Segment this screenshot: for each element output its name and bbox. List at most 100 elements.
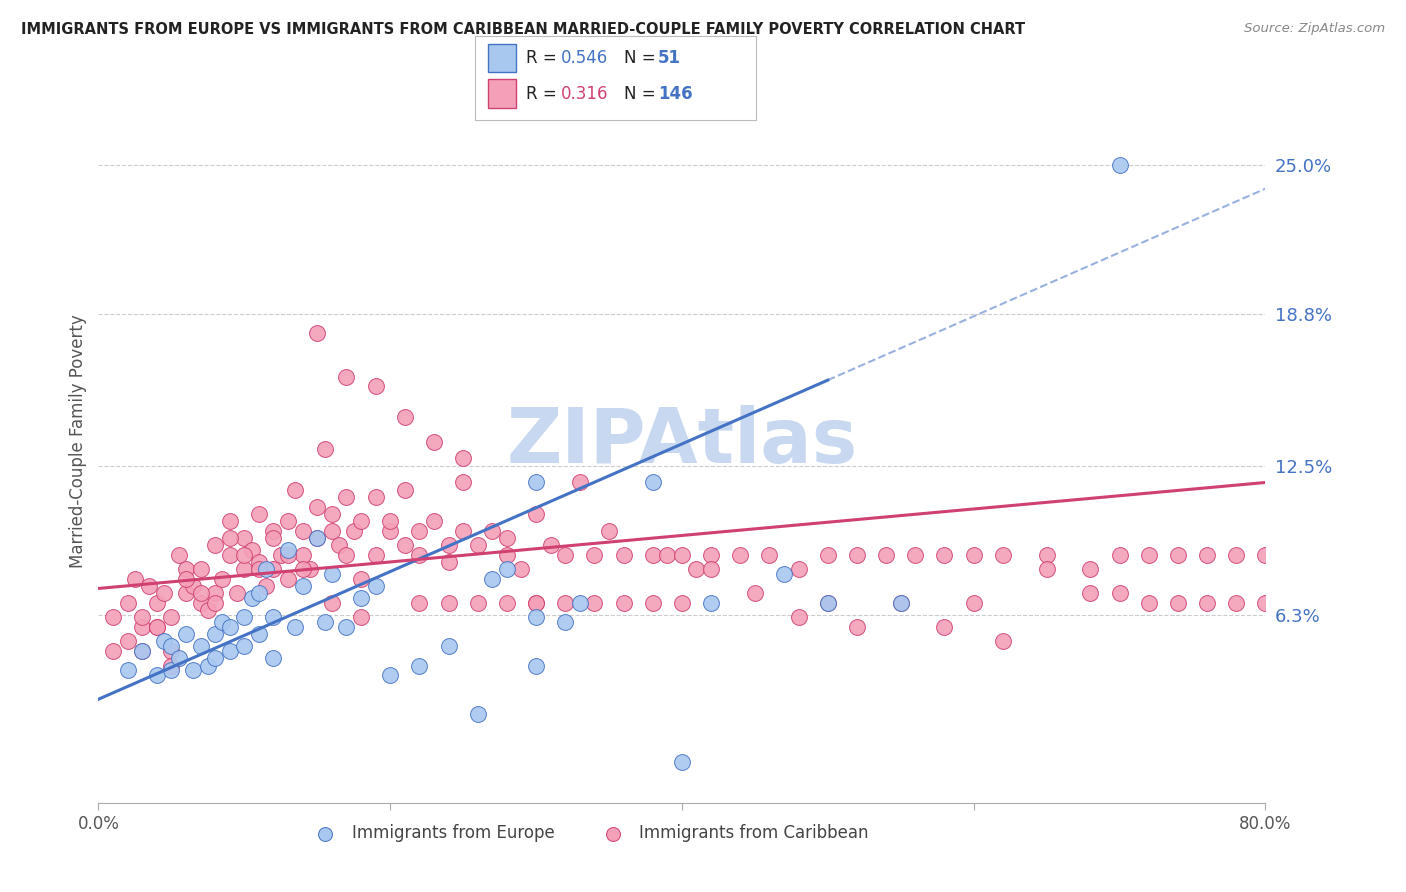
Text: R =: R = xyxy=(526,85,562,103)
Point xyxy=(730,548,752,562)
Point xyxy=(612,548,634,562)
Point xyxy=(277,548,299,562)
Point xyxy=(496,548,519,562)
Point xyxy=(1035,548,1057,562)
Point xyxy=(991,634,1014,648)
Text: N =: N = xyxy=(624,85,661,103)
Point xyxy=(218,531,240,545)
Point xyxy=(394,483,416,497)
Point xyxy=(524,596,547,610)
Point xyxy=(211,615,233,630)
Point xyxy=(262,531,284,545)
Point xyxy=(890,596,912,610)
Point xyxy=(226,586,249,600)
Point xyxy=(612,596,634,610)
Point xyxy=(254,579,277,593)
Point xyxy=(1167,596,1189,610)
Point xyxy=(671,596,693,610)
Point xyxy=(138,579,160,593)
Point xyxy=(641,475,664,490)
Point xyxy=(467,706,489,721)
Point xyxy=(270,548,292,562)
Point xyxy=(181,664,204,678)
Point xyxy=(160,644,183,658)
Point xyxy=(568,475,591,490)
Point xyxy=(218,644,240,658)
Point xyxy=(204,651,226,665)
Point xyxy=(240,542,263,557)
Point xyxy=(277,542,299,557)
Point xyxy=(153,634,176,648)
Point xyxy=(437,639,460,653)
Point xyxy=(160,610,183,624)
Point xyxy=(284,483,307,497)
Point xyxy=(160,658,183,673)
Point xyxy=(1225,548,1247,562)
Point xyxy=(554,548,576,562)
Point xyxy=(321,507,343,521)
Text: 51: 51 xyxy=(658,49,681,67)
Point xyxy=(641,548,664,562)
Point xyxy=(204,596,226,610)
Point xyxy=(671,755,693,769)
Point xyxy=(262,524,284,538)
Point xyxy=(437,596,460,610)
Text: 0.316: 0.316 xyxy=(561,85,609,103)
Point xyxy=(117,634,139,648)
Point xyxy=(817,596,839,610)
Point xyxy=(350,514,373,528)
Point xyxy=(510,562,533,576)
Point xyxy=(1225,596,1247,610)
Point xyxy=(314,442,336,456)
Point xyxy=(153,586,176,600)
Point xyxy=(380,668,402,682)
Point xyxy=(934,620,956,634)
Point xyxy=(991,548,1014,562)
Point xyxy=(408,524,430,538)
Point xyxy=(1108,548,1130,562)
Point xyxy=(364,548,387,562)
Point xyxy=(284,620,307,634)
Point xyxy=(846,620,869,634)
Point xyxy=(437,538,460,552)
Point xyxy=(174,572,197,586)
Point xyxy=(291,579,314,593)
Text: ZIPAtlas: ZIPAtlas xyxy=(506,405,858,478)
Point xyxy=(467,596,489,610)
Point xyxy=(380,514,402,528)
Point xyxy=(204,586,226,600)
Point xyxy=(277,572,299,586)
Point xyxy=(218,620,240,634)
Point xyxy=(307,500,329,514)
Point xyxy=(657,548,679,562)
Text: IMMIGRANTS FROM EUROPE VS IMMIGRANTS FROM CARIBBEAN MARRIED-COUPLE FAMILY POVERT: IMMIGRANTS FROM EUROPE VS IMMIGRANTS FRO… xyxy=(21,22,1025,37)
Point xyxy=(540,538,562,552)
Point xyxy=(233,610,256,624)
Point xyxy=(787,610,810,624)
Point xyxy=(262,651,284,665)
Text: 0.546: 0.546 xyxy=(561,49,609,67)
Point xyxy=(350,572,373,586)
Point xyxy=(554,615,576,630)
Text: 146: 146 xyxy=(658,85,693,103)
Point xyxy=(641,596,664,610)
Point xyxy=(350,591,373,605)
Point xyxy=(247,586,270,600)
Point xyxy=(700,548,723,562)
Point xyxy=(190,639,212,653)
Point xyxy=(204,627,226,641)
Point xyxy=(524,596,547,610)
Point xyxy=(451,524,474,538)
Point xyxy=(744,586,766,600)
Point xyxy=(218,514,240,528)
Point xyxy=(211,572,233,586)
Point xyxy=(817,596,839,610)
Legend: Immigrants from Europe, Immigrants from Caribbean: Immigrants from Europe, Immigrants from … xyxy=(302,817,876,848)
Point xyxy=(190,596,212,610)
Point xyxy=(117,596,139,610)
Point xyxy=(181,579,204,593)
Point xyxy=(335,369,357,384)
Point xyxy=(787,562,810,576)
Point xyxy=(262,610,284,624)
Point xyxy=(254,562,277,576)
